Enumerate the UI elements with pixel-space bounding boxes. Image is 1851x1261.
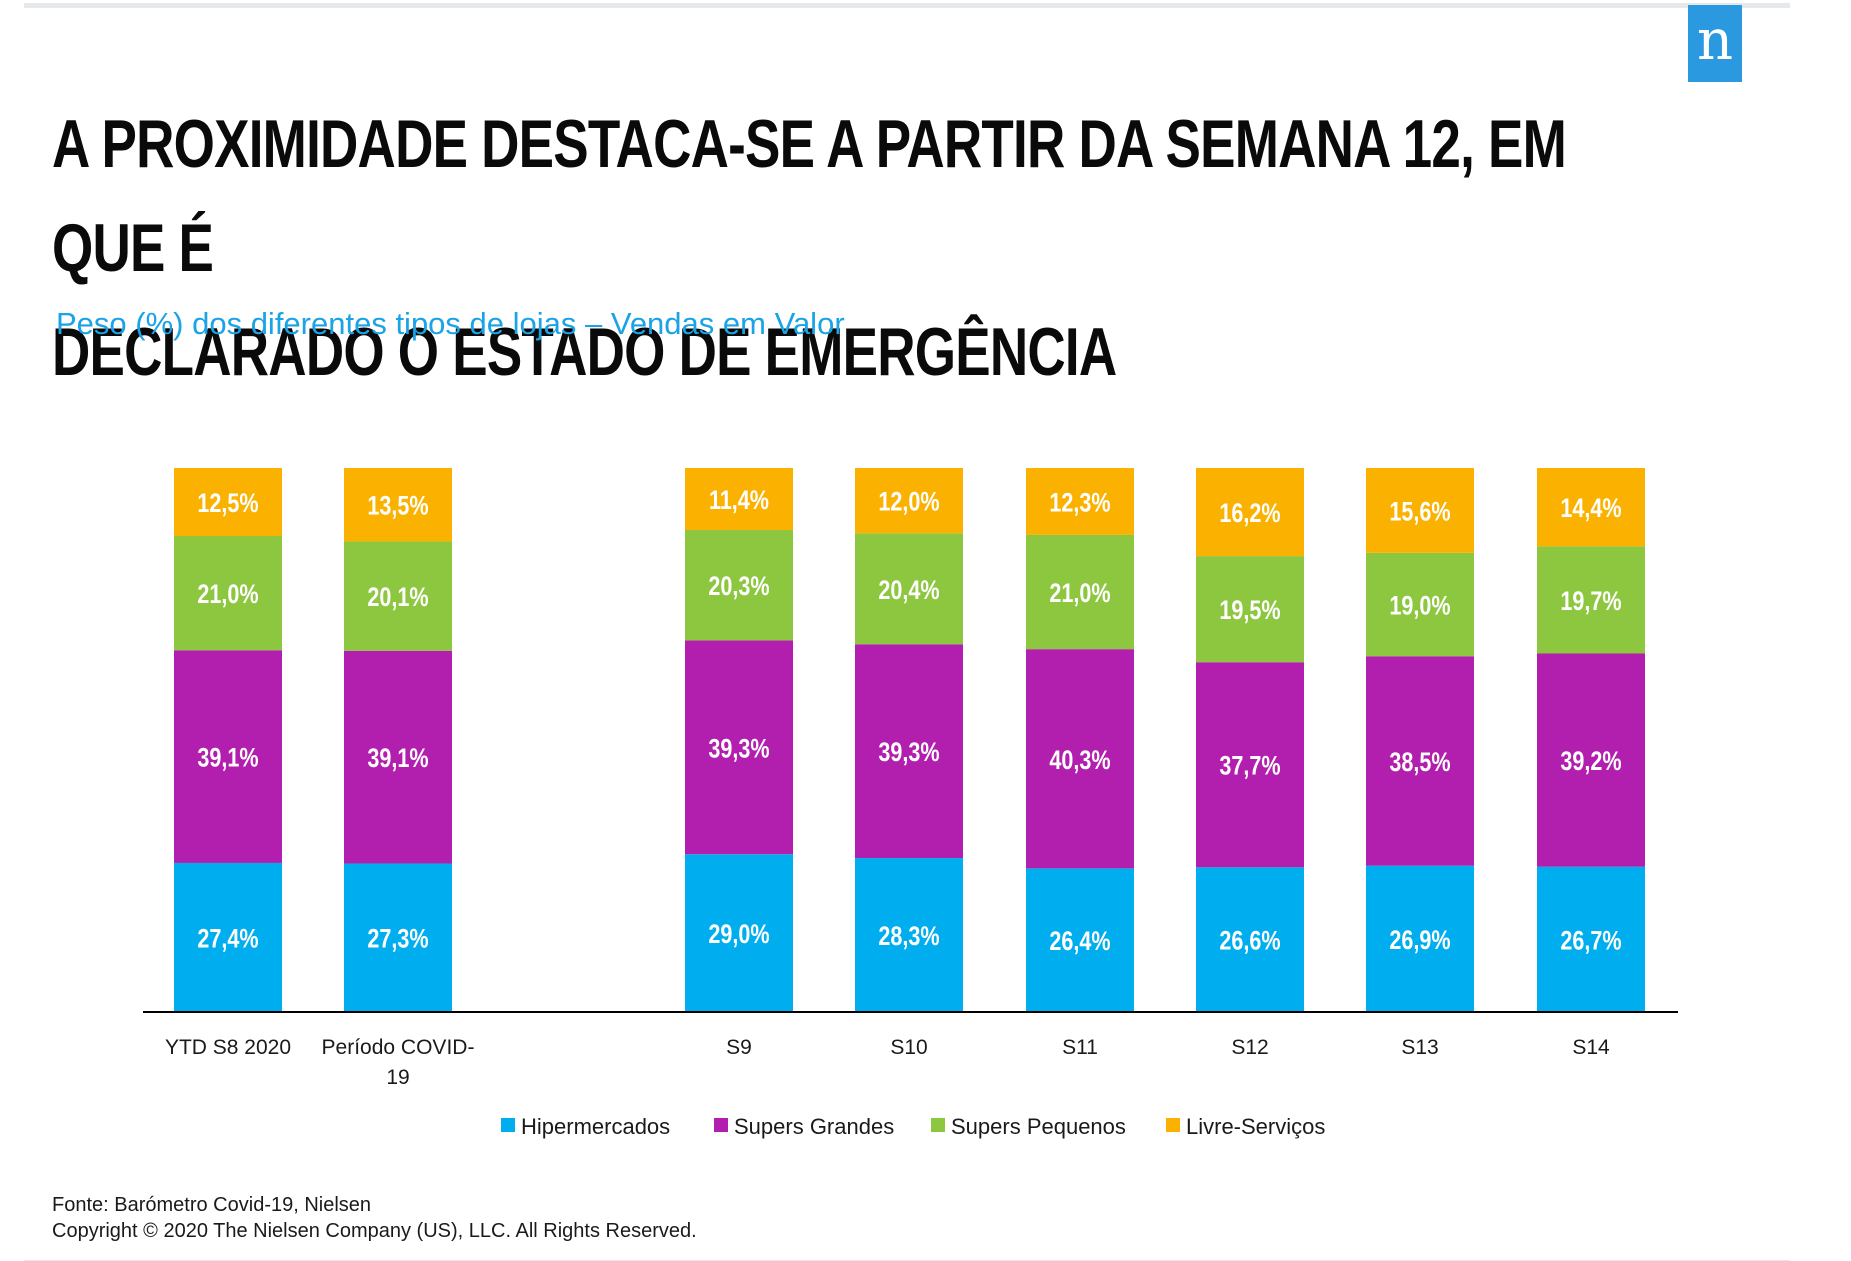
bar-hipermercados-2	[685, 854, 793, 1012]
data-label-supers-grandes-1: 39,1%	[367, 744, 428, 774]
data-label-supers-grandes-3: 39,3%	[878, 738, 939, 768]
bar-livre-servi-os-0	[174, 468, 282, 536]
legend-swatch-supers-grandes	[714, 1118, 728, 1132]
data-label-livre-servi-os-1: 13,5%	[367, 492, 428, 522]
legend-swatch-supers-pequenos	[931, 1118, 945, 1132]
data-label-hipermercados-6: 26,9%	[1389, 926, 1450, 956]
bar-supers-grandes-0	[174, 650, 282, 863]
legend-swatch-livre-servi-os	[1166, 1118, 1180, 1132]
bar-supers-pequenos-4	[1026, 534, 1134, 650]
data-label-hipermercados-3: 28,3%	[878, 922, 939, 952]
data-label-livre-servi-os-3: 12,0%	[878, 487, 939, 517]
bar-hipermercados-3	[855, 858, 963, 1012]
bar-supers-pequenos-0	[174, 536, 282, 651]
bar-supers-pequenos-6	[1366, 552, 1474, 657]
bar-livre-servi-os-6	[1366, 468, 1474, 553]
bar-livre-servi-os-2	[685, 468, 793, 531]
x-tick-label-2: S9	[726, 1036, 752, 1059]
legend-swatch-hipermercados	[501, 1118, 515, 1132]
data-label-supers-pequenos-1: 20,1%	[367, 583, 428, 613]
stacked-bar-chart: 27,4% 39,1% 21,0% 12,5% YTD S8 2020 27,3% 39,1…	[143, 468, 1678, 1139]
bar-supers-grandes-4	[1026, 649, 1134, 869]
bar-hipermercados-4	[1026, 868, 1134, 1012]
bar-livre-servi-os-5	[1196, 468, 1304, 557]
x-tick-label-0: YTD S8 2020	[165, 1036, 291, 1059]
bar-hipermercados-6	[1366, 865, 1474, 1012]
bar-supers-grandes-3	[855, 644, 963, 859]
nielsen-logo: n	[1688, 5, 1742, 82]
x-tick-label-7: S14	[1572, 1036, 1610, 1059]
bar-supers-grandes-6	[1366, 656, 1474, 866]
bar-supers-grandes-5	[1196, 662, 1304, 868]
legend-label-supers-grandes: Supers Grandes	[734, 1114, 894, 1139]
page-title: A proximidade destaca-se a partir da sem…	[52, 92, 1612, 404]
data-label-hipermercados-0: 27,4%	[197, 924, 258, 954]
bar-supers-pequenos-5	[1196, 556, 1304, 663]
chart-subtitle: Peso (%) dos diferentes tipos de lojas –…	[56, 306, 845, 341]
bar-livre-servi-os-1	[344, 468, 452, 542]
data-label-supers-grandes-5: 37,7%	[1219, 752, 1280, 782]
data-label-hipermercados-1: 27,3%	[367, 925, 428, 955]
page-title-line-2: declarado o estado de emergência	[52, 314, 1117, 390]
bar-hipermercados-1	[344, 863, 452, 1012]
bar-hipermercados-7	[1537, 866, 1645, 1012]
bar-livre-servi-os-7	[1537, 468, 1645, 547]
legend-label-hipermercados: Hipermercados	[521, 1114, 670, 1139]
page-title-line-1: A proximidade destaca-se a partir da sem…	[52, 106, 1567, 286]
data-label-supers-grandes-2: 39,3%	[708, 734, 769, 764]
x-tick-label-1-1: 19	[386, 1066, 409, 1089]
data-label-supers-grandes-0: 39,1%	[197, 743, 258, 773]
data-label-supers-grandes-4: 40,3%	[1049, 746, 1110, 776]
data-label-livre-servi-os-4: 12,3%	[1049, 488, 1110, 518]
top-rule	[24, 3, 1790, 8]
legend-label-supers-pequenos: Supers Pequenos	[951, 1114, 1126, 1139]
bar-hipermercados-0	[174, 862, 282, 1012]
data-label-supers-pequenos-2: 20,3%	[708, 572, 769, 602]
data-label-livre-servi-os-5: 16,2%	[1219, 499, 1280, 529]
data-label-livre-servi-os-6: 15,6%	[1389, 497, 1450, 527]
bar-supers-pequenos-1	[344, 541, 452, 651]
x-tick-label-1-0: Período COVID-	[322, 1036, 475, 1059]
data-label-livre-servi-os-0: 12,5%	[197, 489, 258, 519]
x-tick-label-3: S10	[890, 1036, 927, 1059]
data-label-supers-pequenos-4: 21,0%	[1049, 579, 1110, 609]
bar-livre-servi-os-4	[1026, 468, 1134, 535]
bar-supers-pequenos-2	[685, 530, 793, 641]
bar-supers-pequenos-3	[855, 533, 963, 645]
data-label-hipermercados-4: 26,4%	[1049, 927, 1110, 957]
x-tick-label-5: S12	[1231, 1036, 1268, 1059]
source-note: Fonte: Barómetro Covid-19, Nielsen	[52, 1194, 372, 1216]
data-label-hipermercados-7: 26,7%	[1560, 926, 1621, 956]
data-label-supers-pequenos-7: 19,7%	[1560, 587, 1621, 617]
copyright-note: Copyright © 2020 The Nielsen Company (US…	[52, 1220, 697, 1242]
data-label-supers-pequenos-6: 19,0%	[1389, 591, 1450, 621]
data-label-livre-servi-os-2: 11,4%	[709, 486, 769, 516]
data-label-hipermercados-5: 26,6%	[1219, 926, 1280, 956]
bar-supers-grandes-7	[1537, 653, 1645, 867]
x-tick-label-4: S11	[1062, 1036, 1098, 1059]
bar-hipermercados-5	[1196, 867, 1304, 1012]
bar-supers-pequenos-7	[1537, 546, 1645, 654]
legend-label-livre-servi-os: Livre-Serviços	[1186, 1114, 1325, 1139]
bar-supers-grandes-1	[344, 650, 452, 864]
bar-supers-grandes-2	[685, 640, 793, 855]
data-label-supers-grandes-6: 38,5%	[1389, 748, 1450, 778]
data-label-livre-servi-os-7: 14,4%	[1560, 494, 1621, 524]
data-label-supers-pequenos-3: 20,4%	[878, 576, 939, 606]
x-tick-label-6: S13	[1401, 1036, 1438, 1059]
data-label-supers-pequenos-5: 19,5%	[1219, 596, 1280, 626]
data-label-supers-pequenos-0: 21,0%	[197, 580, 258, 610]
data-label-hipermercados-2: 29,0%	[708, 920, 769, 950]
data-label-supers-grandes-7: 39,2%	[1560, 747, 1621, 777]
bar-livre-servi-os-3	[855, 468, 963, 534]
